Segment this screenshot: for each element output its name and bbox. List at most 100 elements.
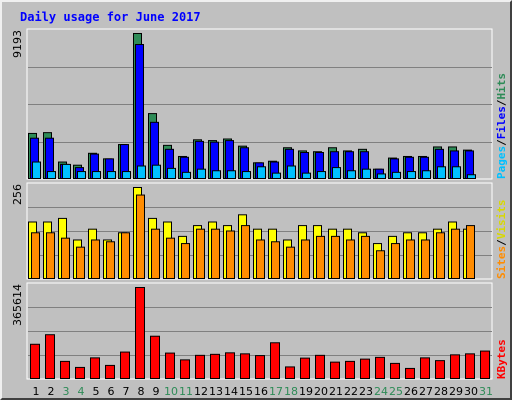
kbytes-bar	[360, 358, 370, 380]
kbytes-bar	[390, 362, 400, 379]
x-tick-label: 23	[359, 385, 373, 398]
x-tick-label: 28	[434, 385, 448, 398]
pages-bar	[242, 171, 251, 179]
kbytes-bar	[135, 287, 145, 379]
sites-bar	[256, 239, 265, 279]
x-tick-label: 31	[479, 385, 493, 398]
kbytes-bar	[30, 343, 40, 379]
pages-bar	[287, 165, 296, 179]
sites-bar	[211, 228, 220, 279]
x-tick-label: 11	[179, 385, 193, 398]
sites-bar	[451, 228, 460, 279]
kbytes-bar	[270, 342, 280, 380]
hits-side-legend: Pages/Files/Hits	[495, 73, 508, 179]
x-tick-label: 16	[254, 385, 268, 398]
pages-bar	[452, 166, 461, 179]
x-tick-label: 13	[209, 385, 223, 398]
kbytes-bar	[165, 352, 175, 380]
kbytes-bar	[330, 361, 340, 379]
sites-bar	[271, 241, 280, 279]
x-tick-label: 18	[284, 385, 298, 398]
kbytes-bar	[255, 355, 265, 379]
sites-legend: Sites	[495, 246, 508, 279]
sites-bar	[241, 225, 250, 279]
sites-bar	[316, 235, 325, 279]
sites-bar	[301, 239, 310, 279]
pages-bar	[92, 171, 101, 179]
pages-bar	[362, 168, 371, 179]
sites-bar	[376, 250, 385, 279]
pages-bar	[122, 171, 131, 179]
pages-bar	[167, 167, 176, 179]
sites-bar	[406, 239, 415, 279]
sites-bar	[331, 235, 340, 279]
kbytes-bar	[405, 367, 415, 380]
sites-bar	[136, 194, 145, 279]
pages-bar	[272, 172, 281, 179]
sites-bar	[76, 246, 85, 279]
bars	[28, 33, 490, 380]
pages-bar	[392, 171, 401, 179]
pages-bar	[317, 171, 326, 179]
x-tick-label: 8	[138, 385, 145, 398]
kbytes-bar	[225, 352, 235, 379]
sites-bar	[121, 232, 130, 279]
pages-legend: Pages	[495, 146, 508, 179]
kbytes-bar	[480, 350, 490, 380]
sites-bar	[181, 243, 190, 279]
kbytes-bar	[180, 359, 190, 379]
sites-bar	[391, 243, 400, 279]
sites-bar	[151, 228, 160, 279]
x-tick-label: 14	[224, 385, 238, 398]
pages-bar	[152, 164, 161, 179]
pages-bar	[332, 167, 341, 179]
pages-bar	[467, 174, 476, 179]
pages-bar	[437, 166, 446, 179]
hits-max-label: 9193	[11, 30, 24, 58]
sites-bar	[196, 228, 205, 279]
kbytes-bar	[210, 353, 220, 380]
kbytes-bar	[285, 366, 295, 380]
pages-bar	[212, 170, 221, 179]
slash-3: /	[495, 239, 508, 246]
x-tick-label: 4	[78, 385, 85, 398]
kbytes-bar	[60, 360, 70, 380]
kbytes-bar	[345, 360, 355, 380]
pages-bar	[107, 171, 116, 179]
kbytes-bar	[195, 354, 205, 380]
pages-bar	[137, 165, 146, 179]
x-tick-label: 12	[194, 385, 208, 398]
slash-1: /	[495, 139, 508, 146]
pages-bar	[407, 171, 416, 179]
sites-bar	[91, 239, 100, 279]
sites-bar	[31, 232, 40, 279]
pages-bar	[77, 171, 86, 179]
kbytes-bar	[150, 335, 160, 380]
pages-bar	[347, 170, 356, 179]
files-legend: Files	[495, 106, 508, 139]
x-tick-label: 20	[314, 385, 328, 398]
kbytes-bar	[435, 360, 445, 379]
kbytes-bar	[465, 353, 475, 379]
chart-title: Daily usage for June 2017	[20, 10, 201, 24]
sites-bar	[346, 239, 355, 279]
x-tick-label: 24	[374, 385, 388, 398]
sites-bar	[436, 232, 445, 279]
hits-legend: Hits	[495, 73, 508, 100]
kbytes-bar	[90, 357, 100, 379]
x-tick-label: 2	[48, 385, 55, 398]
x-tick-label: 26	[404, 385, 418, 398]
slash-2: /	[495, 99, 508, 106]
x-tick-label: 30	[464, 385, 478, 398]
sites-bar	[106, 241, 115, 279]
kbytes-bar	[450, 354, 460, 380]
kbytes-bar	[75, 366, 85, 380]
kbytes-bar	[105, 364, 115, 379]
visits-max-label: 256	[11, 184, 24, 205]
x-tick-label: 22	[344, 385, 358, 398]
kbytes-bar	[120, 351, 130, 380]
kbytes-legend: KBytes	[495, 339, 508, 379]
pages-bar	[182, 171, 191, 179]
